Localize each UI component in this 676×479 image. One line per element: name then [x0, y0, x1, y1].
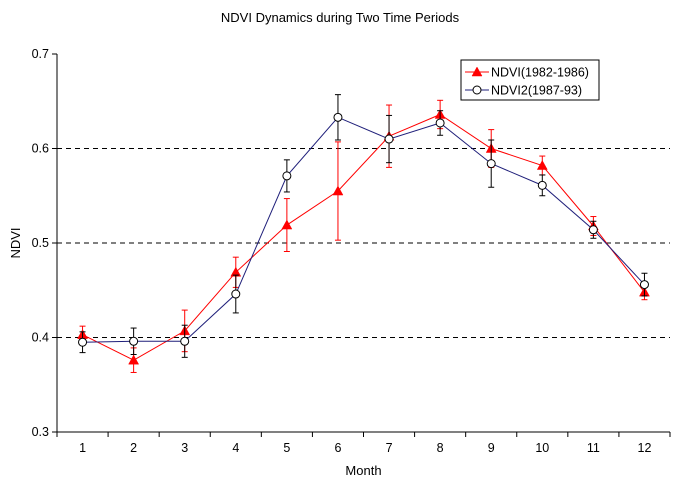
x-axis-label: Month — [345, 463, 381, 478]
legend-label-2: NDVI2(1987-93) — [491, 84, 582, 98]
series-2 — [78, 94, 649, 358]
data-point-2-12 — [639, 280, 649, 290]
series-line-2 — [82, 116, 645, 343]
x-tick-label: 4 — [232, 441, 239, 455]
data-point-2-3 — [180, 336, 190, 346]
data-point-2-2 — [129, 336, 139, 346]
x-tick-label: 8 — [437, 441, 444, 455]
data-point-2-9 — [486, 159, 496, 169]
legend-marker-1 — [471, 66, 483, 77]
y-tick-label: 0.4 — [32, 331, 49, 345]
data-point-2-11 — [588, 225, 598, 235]
data-point-1-2 — [128, 354, 140, 365]
data-point-2-4 — [231, 289, 241, 299]
y-axis-label: NDVI — [8, 227, 23, 258]
y-tick-label: 0.3 — [32, 425, 49, 439]
legend: NDVI(1982-1986) NDVI2(1987-93) — [460, 59, 600, 101]
data-point-2-8 — [435, 118, 445, 128]
x-tick-label: 10 — [535, 441, 549, 455]
data-point-1-5 — [281, 219, 293, 230]
data-point-2-6 — [333, 112, 343, 122]
data-point-1-10 — [536, 159, 548, 170]
chart-title: NDVI Dynamics during Two Time Periods — [221, 10, 460, 25]
data-point-2-5 — [282, 171, 292, 181]
series-1 — [77, 99, 650, 373]
y-tick-label: 0.7 — [32, 47, 49, 61]
gridlines — [57, 148, 670, 338]
data-point-2-10 — [537, 180, 547, 190]
data-point-2-7 — [384, 134, 394, 144]
legend-box — [460, 59, 600, 101]
series-layer — [77, 94, 650, 373]
x-tick-label: 12 — [638, 441, 652, 455]
data-point-2-1 — [78, 337, 88, 347]
y-tick-label: 0.6 — [32, 142, 49, 156]
x-tick-label: 6 — [334, 441, 341, 455]
x-tick-label: 3 — [181, 441, 188, 455]
data-point-1-6 — [332, 185, 344, 196]
x-tick-label: 5 — [283, 441, 290, 455]
legend-label-1: NDVI(1982-1986) — [491, 66, 589, 80]
x-tick-label: 11 — [587, 441, 600, 455]
x-tick-label: 9 — [488, 441, 495, 455]
x-tick-label: 2 — [130, 441, 137, 455]
ticks: 0.30.40.50.60.71 2 3 4 5 6 7 8 9 10 11 12 — [32, 47, 671, 455]
x-tick-label: 7 — [386, 441, 393, 455]
legend-marker-2 — [472, 85, 482, 95]
y-tick-label: 0.5 — [32, 236, 49, 250]
x-tick-label: 1 — [79, 441, 86, 455]
series-line-1 — [82, 113, 645, 361]
